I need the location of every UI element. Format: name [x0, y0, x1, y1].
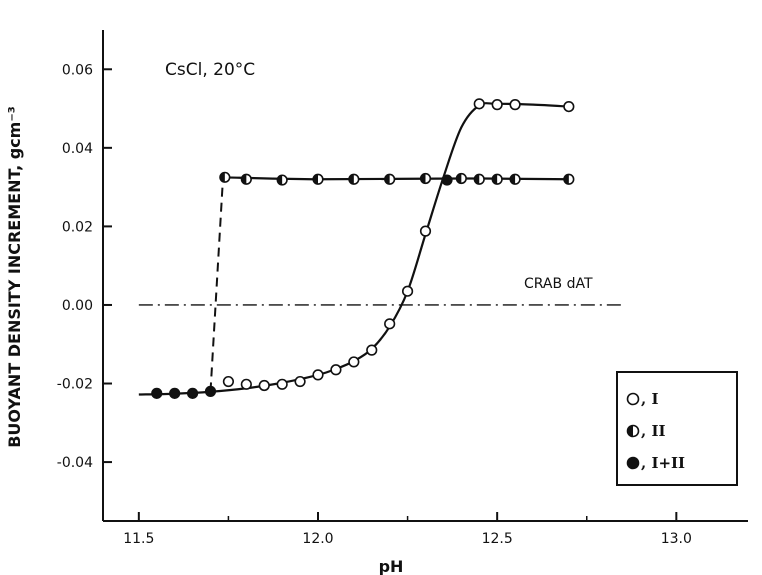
point-series-i [419, 225, 432, 237]
point-series-i [240, 378, 252, 390]
point-series-ii [455, 172, 467, 185]
point-series-i [294, 375, 306, 388]
point-series-i [563, 100, 575, 113]
point-series-i [473, 98, 485, 110]
legend-marker-1 [626, 424, 640, 438]
curves [138, 102, 623, 396]
reference-line-label: CRAB dAT [524, 276, 593, 292]
point-series-i [258, 379, 270, 392]
point-series-iplusii [151, 387, 163, 399]
point-series-i [491, 99, 503, 111]
point-series-ii [312, 173, 324, 185]
point-series-i [222, 375, 235, 388]
chart-annotation: CsCl, 20°C [165, 60, 255, 80]
x-tick-label: 13.0 [661, 531, 692, 547]
point-series-ii [491, 173, 503, 185]
point-series-iplusii [441, 174, 453, 186]
point-series-ii [276, 174, 288, 186]
x-tick-label: 11.5 [123, 531, 154, 547]
point-series-ii [419, 172, 432, 185]
x-axis-label: pH [379, 557, 404, 575]
point-series-i [384, 318, 396, 330]
data-points [151, 98, 575, 399]
point-series-iplusii [169, 387, 181, 399]
y-tick-label: -0.02 [57, 377, 93, 393]
curve-series-ii-dashed [209, 177, 225, 392]
y-tick-label: -0.04 [57, 455, 93, 471]
y-tick-label: 0.02 [62, 219, 93, 235]
point-series-ii [563, 173, 575, 185]
legend-label-2: , I+II [641, 454, 685, 472]
point-series-ii [384, 173, 396, 185]
point-series-i [509, 99, 521, 111]
x-tick-label: 12.5 [482, 531, 513, 547]
point-series-i [330, 364, 342, 376]
point-series-iplusii [186, 387, 199, 399]
point-series-i [401, 285, 414, 297]
y-tick-label: 0.06 [62, 62, 93, 78]
point-series-i [366, 344, 378, 356]
ticks: 11.5 12.0 12.5 13.0 0.06 0.04 0.02 0.00 -0.02 -0.… [57, 62, 692, 547]
point-series-ii [473, 173, 485, 185]
curve-series-i-solid [138, 102, 569, 396]
y-tick-label: 0.00 [62, 298, 93, 314]
legend: , I , II , I+II [616, 371, 738, 486]
legend-label-0: , I [641, 390, 658, 408]
point-series-ii [509, 173, 521, 185]
x-tick-label: 12.0 [302, 531, 333, 547]
point-series-i [276, 378, 288, 390]
legend-marker-2 [626, 456, 640, 470]
point-series-i [312, 369, 324, 381]
point-series-ii [348, 173, 360, 185]
axes [102, 30, 748, 522]
point-series-i [348, 356, 360, 368]
point-series-iplusii [204, 385, 217, 397]
curve-series-ii-solid [223, 176, 569, 181]
point-series-ii [240, 173, 252, 185]
legend-label-1: , II [641, 422, 665, 440]
y-tick-label: 0.04 [62, 141, 93, 157]
legend-marker-0 [626, 392, 640, 406]
point-series-ii [219, 171, 231, 183]
y-axis-label: BUOYANT DENSITY INCREMENT, gcm⁻³ [5, 106, 24, 448]
